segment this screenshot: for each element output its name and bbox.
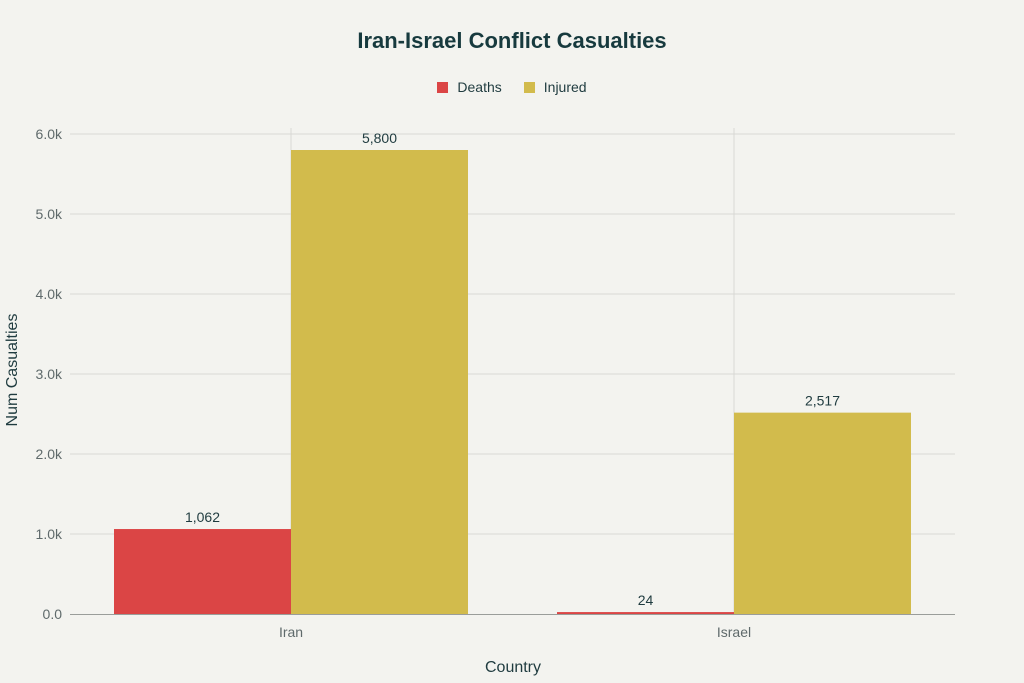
bar-deaths-iran[interactable]	[114, 529, 291, 614]
legend-swatch-injured	[523, 81, 535, 93]
y-tick-label: 0.0	[43, 606, 63, 622]
data-label-deaths-iran: 1,062	[185, 509, 220, 525]
bar-deaths-israel[interactable]	[557, 612, 734, 614]
legend-item-injured[interactable]: Injured	[523, 79, 587, 95]
bar-injured-iran[interactable]	[291, 150, 468, 614]
y-axis-title: Num Casualties	[4, 314, 21, 427]
legend: Deaths Injured	[0, 79, 1024, 95]
x-tick-label: Israel	[717, 624, 751, 640]
y-tick-label: 4.0k	[36, 286, 63, 302]
bar-injured-israel[interactable]	[734, 412, 911, 614]
data-label-injured-iran: 5,800	[362, 130, 397, 146]
y-tick-label: 6.0k	[36, 126, 63, 142]
x-axis-title: Country	[485, 659, 541, 676]
x-tick-label: Iran	[279, 624, 303, 640]
y-tick-label: 1.0k	[36, 526, 63, 542]
legend-swatch-deaths	[437, 81, 449, 93]
legend-item-deaths[interactable]: Deaths	[437, 79, 502, 95]
y-tick-label: 5.0k	[36, 206, 63, 222]
y-tick-label: 2.0k	[36, 446, 63, 462]
data-label-injured-israel: 2,517	[805, 393, 840, 409]
data-label-deaths-israel: 24	[638, 592, 654, 608]
legend-label-deaths: Deaths	[457, 79, 502, 95]
y-tick-label: 3.0k	[36, 366, 63, 382]
legend-label-injured: Injured	[543, 79, 587, 95]
chart-title: Iran-Israel Conflict Casualties	[357, 28, 667, 53]
